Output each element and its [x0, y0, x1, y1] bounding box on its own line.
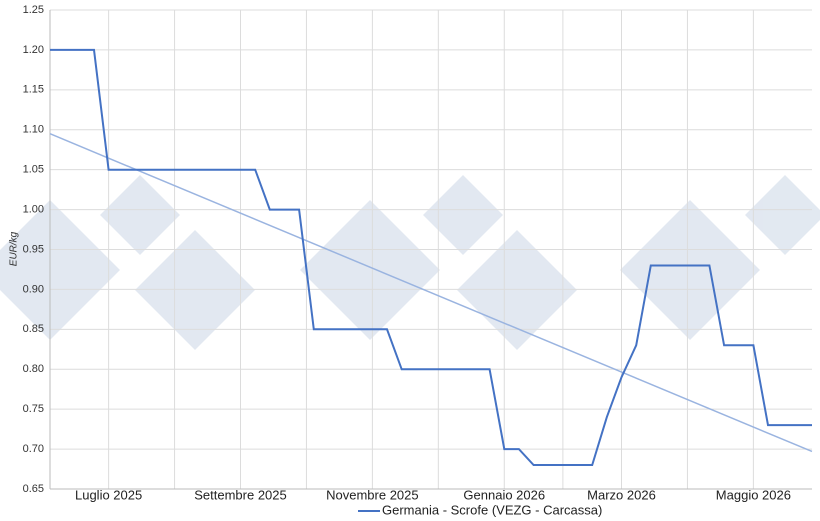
y-tick-label: 1.10 [23, 124, 44, 136]
grid [50, 9, 812, 490]
y-tick-label: 0.70 [23, 443, 44, 455]
y-tick-label: 1.15 [23, 84, 44, 96]
y-tick-label: 0.65 [23, 483, 44, 495]
watermark [0, 175, 820, 350]
x-tick-label: Settembre 2025 [194, 487, 287, 502]
y-axis-label: EUR/kg [9, 231, 20, 266]
y-tick-label: 0.75 [23, 403, 44, 415]
y-tick-label: 0.90 [23, 283, 44, 295]
y-tick-label: 1.00 [23, 203, 44, 215]
y-tick-label: 0.80 [23, 363, 44, 375]
trend-line [49, 133, 813, 453]
x-tick-label: Luglio 2025 [75, 487, 142, 502]
legend-label: Germania - Scrofe (VEZG - Carcassa) [382, 502, 602, 517]
x-tick-label: Maggio 2026 [716, 487, 791, 502]
y-tick-label: 0.95 [23, 243, 44, 255]
x-tick-label: Gennaio 2026 [463, 487, 545, 502]
y-tick-label: 1.05 [23, 164, 44, 176]
x-tick-label: Marzo 2026 [587, 487, 656, 502]
x-tick-label: Novembre 2025 [326, 487, 419, 502]
y-tick-label: 0.85 [23, 323, 44, 335]
y-tick-label: 1.20 [23, 44, 44, 56]
series-line [50, 48, 812, 466]
y-tick-label: 1.25 [23, 4, 44, 16]
